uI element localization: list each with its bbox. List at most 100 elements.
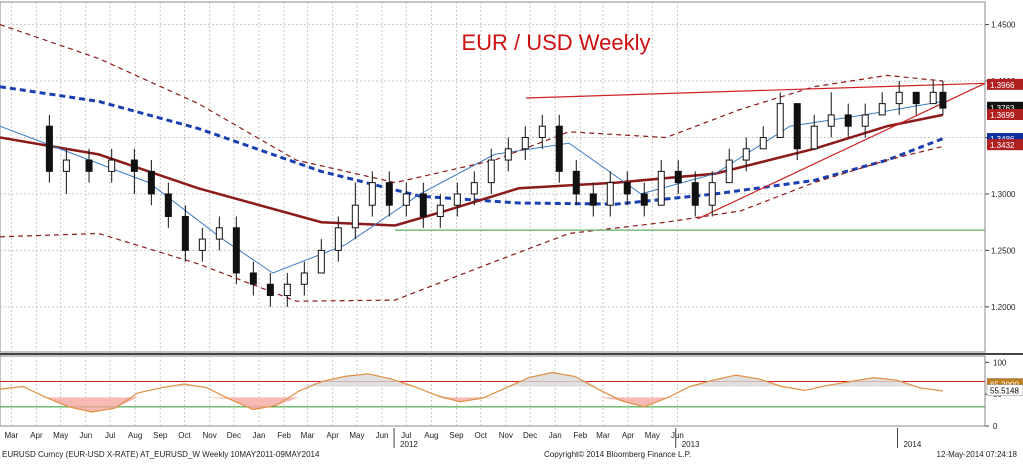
osc-shade-low (666, 397, 690, 398)
price-tag-label: 1.3966 (990, 81, 1015, 90)
osc-shade-low (620, 397, 644, 407)
candle-body (470, 182, 478, 195)
candle-body (844, 114, 852, 127)
footer-right: 12-May-2014 07:24:18 (936, 450, 1018, 459)
x-tick-label: Feb (573, 431, 587, 440)
x-tick-label: Aug (128, 431, 142, 440)
x-tick-label: Apr (326, 431, 339, 440)
osc-shade-low (91, 397, 115, 412)
osc-shade-high (712, 375, 736, 387)
x-tick-label: Mar (301, 431, 315, 440)
candle-body (572, 170, 580, 195)
x-tick-label: Feb (277, 431, 291, 440)
candle-body (419, 193, 427, 218)
price-tag-bg (987, 101, 1023, 113)
price-tag-bg (987, 139, 1023, 151)
candle-body (317, 249, 325, 274)
candle-body (85, 159, 93, 172)
candle-body (436, 204, 444, 218)
candle-body (351, 204, 359, 229)
candle-body (521, 136, 529, 150)
x-tick-label: Jan (549, 431, 562, 440)
trendline (526, 82, 986, 99)
osc-shade-high (574, 376, 598, 387)
candle-body (861, 114, 869, 127)
candle-body (181, 216, 189, 251)
year-label: 2014 (903, 440, 921, 449)
candle-body (640, 193, 648, 206)
candle-body (402, 193, 410, 206)
candle-body (827, 114, 835, 127)
x-tick-label: Sep (449, 431, 464, 440)
candle-body (708, 182, 716, 206)
x-tick-label: Jan (253, 431, 266, 440)
osc-shade-high (850, 377, 874, 387)
candle-body (793, 103, 801, 150)
candle-body (759, 136, 767, 150)
footer-center: Copyright© 2014 Bloomberg Finance L.P. (544, 450, 692, 459)
osc-shade-high (735, 375, 759, 387)
osc-shade-low (68, 397, 92, 412)
x-tick-label: Nov (203, 431, 217, 440)
candle-body (232, 227, 240, 274)
x-tick-label: Mar (596, 431, 610, 440)
candle-body (215, 227, 223, 240)
candle-body (776, 103, 784, 138)
ma-dashed-line (0, 85, 944, 206)
candle-body (657, 170, 665, 206)
price-tag-bg (987, 133, 1023, 145)
candle-body (453, 193, 461, 206)
x-tick-label: Jun (79, 431, 92, 440)
candle-body (334, 227, 342, 251)
osc-tag-label: 55.5148 (990, 387, 1019, 396)
osc-shade-low (275, 397, 299, 406)
candle-body (130, 159, 138, 172)
price-tag-label: 1.3763 (990, 104, 1015, 113)
year-label: 2013 (682, 440, 700, 449)
candle-body (249, 272, 257, 285)
ma-solid-line (0, 113, 944, 227)
y-tick-label: 1.3000 (991, 190, 1016, 199)
osc-shade-high (160, 384, 184, 387)
y-tick-label: 1.2000 (991, 303, 1016, 312)
candle-body (504, 148, 512, 161)
candle-body (62, 159, 70, 172)
x-tick-label: May (645, 431, 660, 440)
price-tag-label: 1.3432 (990, 141, 1015, 150)
osc-shade-high (528, 372, 552, 387)
candle-body (45, 125, 53, 172)
oscillator-line (0, 371, 943, 413)
candle-body (164, 193, 172, 218)
candle-body (810, 125, 818, 150)
y-tick-label: 1.4500 (991, 21, 1016, 30)
candle-body (487, 159, 495, 184)
x-tick-label: Apr (622, 431, 635, 440)
candle-body (912, 91, 920, 105)
candle-body (589, 193, 597, 206)
candle-body (623, 182, 631, 195)
candle-body (555, 125, 563, 172)
osc-y-tick-label: 0 (993, 422, 998, 431)
x-tick-label: May (349, 431, 364, 440)
x-tick-label: Aug (424, 431, 438, 440)
chart-title: EUR / USD Weekly (461, 30, 650, 55)
osc-shade-high (505, 377, 529, 387)
x-tick-label: Mar (4, 431, 18, 440)
x-tick-label: Dec (227, 431, 241, 440)
osc-tag-bg (986, 384, 1023, 396)
osc-shade-high (183, 384, 207, 387)
x-tick-label: Jun (671, 431, 684, 440)
osc-shade-high (298, 381, 322, 387)
osc-shade-high (551, 372, 575, 387)
candle-body (198, 238, 206, 251)
osc-shade-high (344, 373, 368, 387)
trendline (697, 82, 986, 220)
price-tag-bg (987, 109, 1023, 121)
x-tick-label: Jul (401, 431, 411, 440)
x-tick-label: Jun (376, 431, 389, 440)
x-tick-label: Apr (30, 431, 43, 440)
x-tick-label: Sep (153, 431, 168, 440)
osc-shade-low (114, 397, 138, 409)
band_lower-line (0, 145, 944, 302)
